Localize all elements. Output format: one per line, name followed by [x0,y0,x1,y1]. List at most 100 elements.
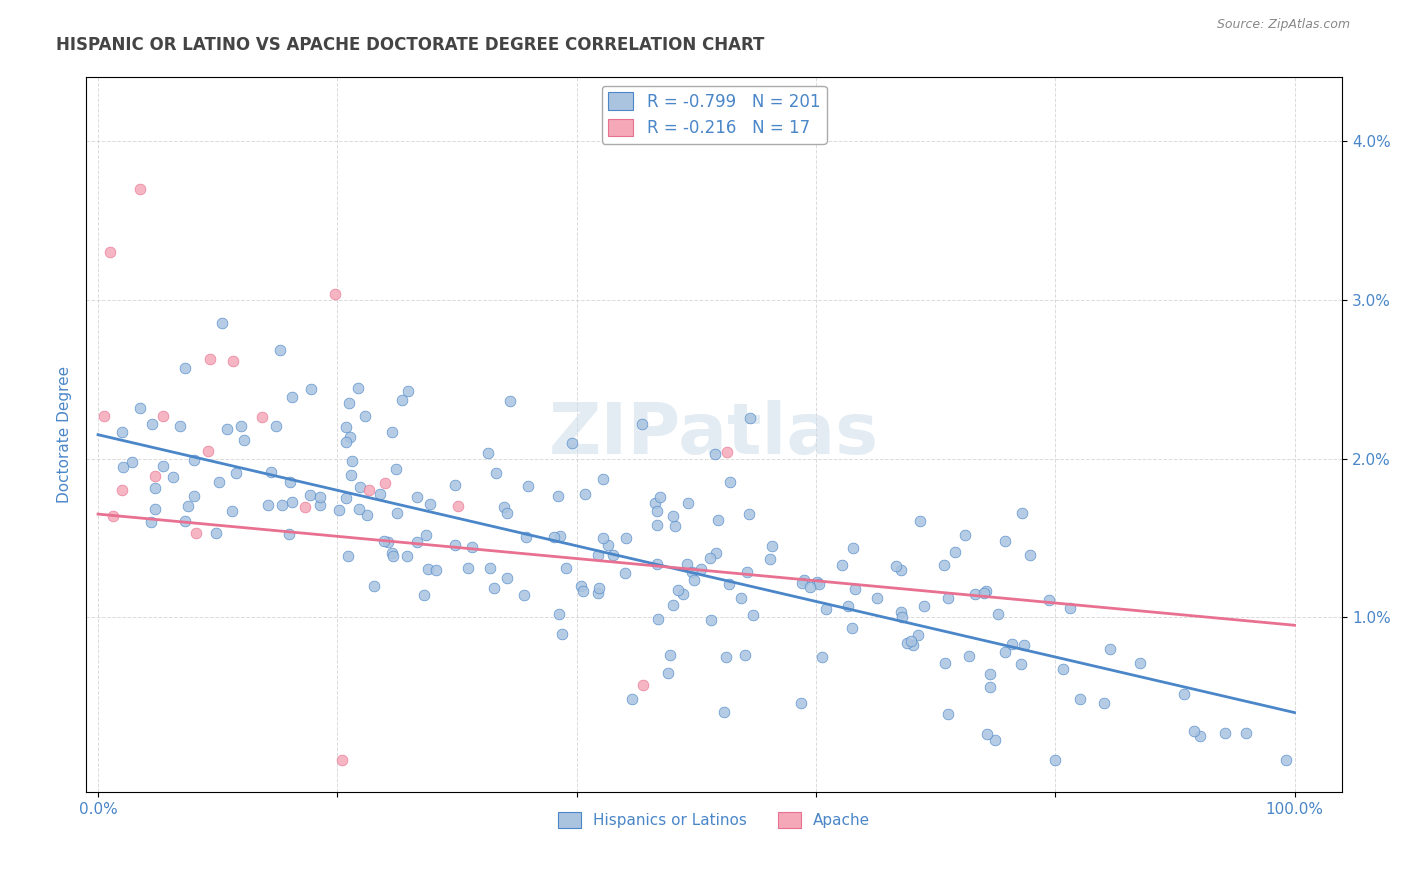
Point [718,475,741,489]
Point [186,526,208,541]
Point [548,607,571,622]
Point [979,667,1001,681]
Point [129,181,152,195]
Point [198,352,221,367]
Y-axis label: Doctorate Degree: Doctorate Degree [58,366,72,503]
Point [461,541,484,555]
Text: Source: ZipAtlas.com: Source: ZipAtlas.com [1216,18,1350,31]
Point [645,518,668,533]
Point [377,535,399,549]
Point [515,530,537,544]
Point [900,634,922,648]
Point [281,495,304,509]
Point [842,541,865,556]
Point [738,508,761,522]
Point [152,458,174,473]
Point [222,354,245,368]
Point [700,613,723,627]
Point [335,491,357,505]
Point [555,561,578,575]
Point [571,583,593,598]
Point [215,422,238,436]
Point [152,409,174,423]
Point [807,577,830,591]
Point [621,691,644,706]
Point [672,587,695,601]
Point [810,650,832,665]
Point [644,496,666,510]
Point [419,497,441,511]
Point [742,607,765,622]
Point [381,425,404,440]
Point [574,486,596,500]
Point [681,565,703,579]
Point [758,551,780,566]
Point [354,409,377,424]
Point [976,727,998,741]
Point [932,558,955,573]
Point [111,483,134,498]
Point [111,425,134,439]
Point [598,538,620,552]
Point [143,468,166,483]
Point [484,581,506,595]
Point [112,459,135,474]
Point [896,636,918,650]
Point [1011,506,1033,520]
Point [1059,600,1081,615]
Point [730,591,752,605]
Point [631,417,654,431]
Point [363,579,385,593]
Point [323,286,346,301]
Point [499,394,522,409]
Point [98,245,121,260]
Point [444,478,467,492]
Point [444,538,467,552]
Point [790,575,813,590]
Point [799,580,821,594]
Point [457,561,479,575]
Point [676,496,699,510]
Point [231,419,253,434]
Point [645,557,668,571]
Point [494,500,516,515]
Point [1129,656,1152,670]
Point [101,509,124,524]
Point [1189,729,1212,743]
Point [495,506,517,520]
Point [477,446,499,460]
Point [1234,726,1257,740]
Point [1092,697,1115,711]
Point [901,638,924,652]
Point [183,489,205,503]
Point [974,583,997,598]
Point [790,696,813,710]
Point [225,466,247,480]
Point [973,585,995,599]
Point [1045,753,1067,767]
Point [936,591,959,606]
Point [907,628,929,642]
Point [141,515,163,529]
Point [551,626,574,640]
Point [257,498,280,512]
Point [1275,753,1298,767]
Point [385,506,408,520]
Point [761,539,783,553]
Point [699,551,721,566]
Point [143,481,166,495]
Point [405,490,427,504]
Point [561,436,583,450]
Point [374,476,396,491]
Point [891,609,914,624]
Point [211,317,233,331]
Point [602,548,624,562]
Point [884,558,907,573]
Point [373,534,395,549]
Point [396,384,419,399]
Point [281,390,304,404]
Point [169,418,191,433]
Point [908,514,931,528]
Point [385,462,408,476]
Point [294,500,316,515]
